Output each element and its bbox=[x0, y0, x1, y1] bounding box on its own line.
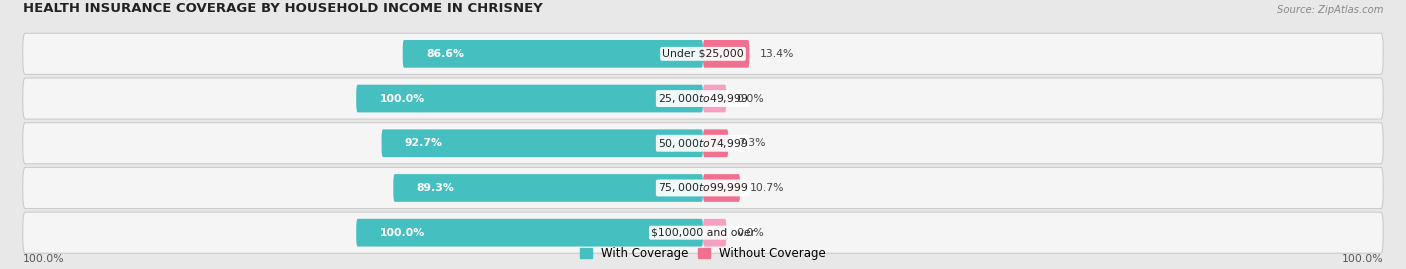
FancyBboxPatch shape bbox=[22, 212, 1384, 253]
Text: 86.6%: 86.6% bbox=[426, 49, 464, 59]
Text: 100.0%: 100.0% bbox=[22, 254, 65, 264]
Text: 0.0%: 0.0% bbox=[737, 94, 763, 104]
FancyBboxPatch shape bbox=[22, 123, 1384, 164]
Text: 89.3%: 89.3% bbox=[416, 183, 454, 193]
FancyBboxPatch shape bbox=[703, 174, 740, 202]
FancyBboxPatch shape bbox=[356, 85, 703, 112]
Text: 10.7%: 10.7% bbox=[751, 183, 785, 193]
Legend: With Coverage, Without Coverage: With Coverage, Without Coverage bbox=[579, 247, 827, 260]
Text: $100,000 and over: $100,000 and over bbox=[651, 228, 755, 238]
FancyBboxPatch shape bbox=[703, 40, 749, 68]
Text: 100.0%: 100.0% bbox=[380, 228, 425, 238]
FancyBboxPatch shape bbox=[703, 85, 727, 112]
FancyBboxPatch shape bbox=[22, 78, 1384, 119]
Text: $50,000 to $74,999: $50,000 to $74,999 bbox=[658, 137, 748, 150]
FancyBboxPatch shape bbox=[402, 40, 703, 68]
Text: 92.7%: 92.7% bbox=[405, 138, 443, 148]
Text: 13.4%: 13.4% bbox=[759, 49, 794, 59]
FancyBboxPatch shape bbox=[22, 33, 1384, 75]
FancyBboxPatch shape bbox=[356, 219, 703, 247]
Text: Under $25,000: Under $25,000 bbox=[662, 49, 744, 59]
FancyBboxPatch shape bbox=[394, 174, 703, 202]
FancyBboxPatch shape bbox=[703, 129, 728, 157]
Text: Source: ZipAtlas.com: Source: ZipAtlas.com bbox=[1277, 5, 1384, 15]
Text: HEALTH INSURANCE COVERAGE BY HOUSEHOLD INCOME IN CHRISNEY: HEALTH INSURANCE COVERAGE BY HOUSEHOLD I… bbox=[22, 2, 543, 15]
FancyBboxPatch shape bbox=[381, 129, 703, 157]
Text: $75,000 to $99,999: $75,000 to $99,999 bbox=[658, 182, 748, 194]
Text: $25,000 to $49,999: $25,000 to $49,999 bbox=[658, 92, 748, 105]
Text: 100.0%: 100.0% bbox=[1341, 254, 1384, 264]
FancyBboxPatch shape bbox=[22, 167, 1384, 208]
FancyBboxPatch shape bbox=[703, 219, 727, 247]
Text: 0.0%: 0.0% bbox=[737, 228, 763, 238]
Text: 100.0%: 100.0% bbox=[380, 94, 425, 104]
Text: 7.3%: 7.3% bbox=[738, 138, 766, 148]
